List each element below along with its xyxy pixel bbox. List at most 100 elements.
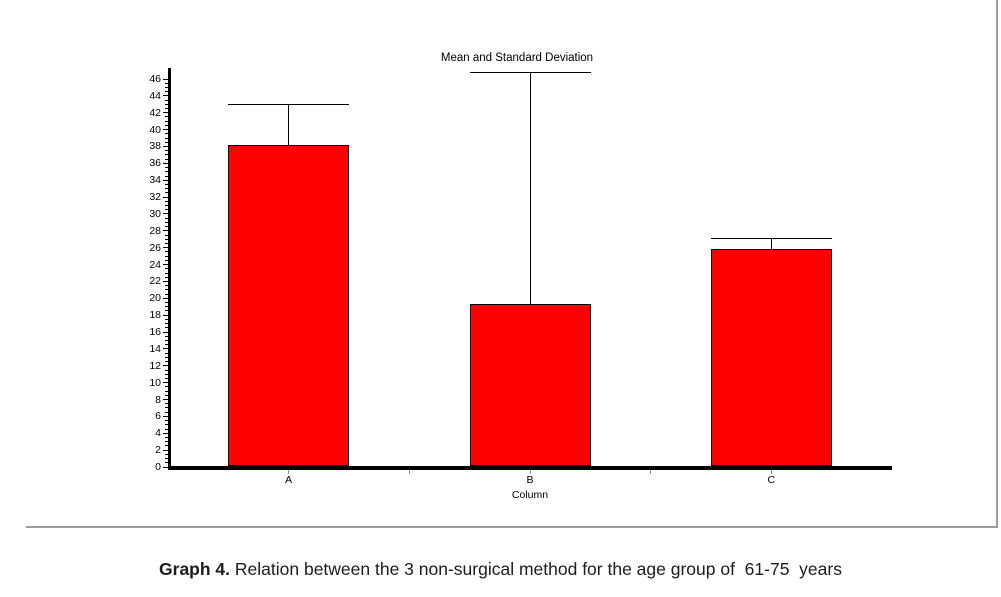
x-tick-label-a: A: [285, 474, 293, 486]
y-major-tick: [163, 449, 168, 451]
y-minor-tick: [165, 335, 168, 337]
x-axis-line: [168, 466, 892, 470]
y-major-tick: [163, 179, 168, 181]
y-tick-label: 22: [149, 275, 161, 288]
x-tick-label-c: C: [767, 474, 776, 486]
y-minor-tick: [165, 221, 168, 223]
y-tick-label: 0: [155, 461, 161, 473]
x-axis-tick: [529, 470, 531, 474]
y-minor-tick: [165, 268, 168, 270]
y-minor-tick: [165, 108, 168, 110]
y-major-tick: [163, 95, 168, 97]
y-minor-tick: [165, 373, 168, 375]
y-major-tick: [163, 365, 168, 367]
y-minor-tick: [165, 285, 168, 287]
y-minor-tick: [165, 462, 168, 464]
y-tick-label: 16: [149, 326, 161, 339]
y-minor-tick: [165, 167, 168, 169]
y-minor-tick: [165, 183, 168, 185]
y-major-tick: [163, 247, 168, 249]
y-minor-tick: [165, 352, 168, 354]
y-tick-label: 28: [149, 224, 161, 237]
y-tick-label: 46: [149, 73, 161, 85]
y-minor-tick: [165, 99, 168, 101]
y-minor-tick: [165, 441, 168, 443]
y-minor-tick: [165, 445, 168, 447]
page-bottom-divider-line: [26, 526, 998, 528]
y-minor-tick: [165, 259, 168, 261]
y-major-tick: [163, 466, 168, 468]
y-major-tick: [163, 314, 168, 316]
x-axis-tick: [288, 470, 290, 474]
y-minor-tick: [165, 428, 168, 430]
y-tick-label: 12: [149, 359, 161, 372]
y-tick-label: 42: [149, 106, 161, 119]
x-axis-tick: [770, 470, 772, 474]
y-minor-tick: [165, 188, 168, 190]
y-minor-tick: [165, 407, 168, 409]
y-minor-tick: [165, 209, 168, 211]
y-tick-label: 4: [155, 427, 161, 440]
bar-c: [710, 249, 832, 466]
y-major-tick: [163, 280, 168, 282]
y-tick-label: 38: [149, 140, 161, 153]
error-bar-cap: [228, 104, 350, 106]
y-minor-tick: [165, 171, 168, 173]
y-minor-tick: [165, 394, 168, 396]
y-minor-tick: [165, 318, 168, 320]
error-bar-cap: [710, 237, 832, 239]
y-minor-tick: [165, 420, 168, 422]
y-minor-tick: [165, 226, 168, 228]
y-minor-tick: [165, 424, 168, 426]
y-minor-tick: [165, 217, 168, 219]
y-minor-tick: [165, 411, 168, 413]
y-tick-label: 14: [149, 342, 161, 355]
error-bar-line: [288, 104, 290, 145]
y-minor-tick: [165, 377, 168, 379]
y-minor-tick: [165, 154, 168, 156]
y-minor-tick: [165, 344, 168, 346]
y-tick-label: 18: [149, 309, 161, 322]
y-major-tick: [163, 145, 168, 147]
y-major-tick: [163, 230, 168, 232]
y-minor-tick: [165, 124, 168, 126]
chart-title: Mean and Standard Deviation: [440, 52, 594, 64]
y-minor-tick: [165, 327, 168, 329]
y-major-tick: [163, 112, 168, 114]
y-minor-tick: [165, 133, 168, 135]
y-tick-label: 30: [149, 207, 161, 220]
y-minor-tick: [165, 120, 168, 122]
y-minor-tick: [165, 302, 168, 304]
caption-number: Graph 4.: [159, 559, 231, 579]
y-minor-tick: [165, 339, 168, 341]
y-minor-tick: [165, 251, 168, 253]
y-tick-label: 26: [149, 241, 161, 254]
x-axis-tick: [408, 470, 410, 474]
y-axis-line: [168, 68, 171, 470]
y-major-tick: [163, 213, 168, 215]
y-major-tick: [163, 432, 168, 434]
y-major-tick: [163, 162, 168, 164]
y-tick-label: 10: [149, 376, 161, 389]
y-tick-label: 44: [149, 89, 161, 102]
y-minor-tick: [165, 390, 168, 392]
y-major-tick: [163, 415, 168, 417]
y-minor-tick: [165, 141, 168, 143]
bar-b: [469, 304, 591, 466]
y-tick-label: 24: [149, 258, 161, 271]
y-minor-tick: [165, 458, 168, 460]
y-major-tick: [163, 382, 168, 384]
y-major-tick: [163, 297, 168, 299]
y-minor-tick: [165, 306, 168, 308]
y-minor-tick: [165, 116, 168, 118]
caption-text: Relation between the 3 non-surgical meth…: [230, 559, 842, 579]
y-minor-tick: [165, 137, 168, 139]
y-minor-tick: [165, 272, 168, 274]
y-major-tick: [163, 196, 168, 198]
y-minor-tick: [165, 91, 168, 93]
error-bar-line: [770, 237, 772, 250]
y-minor-tick: [165, 323, 168, 325]
y-minor-tick: [165, 158, 168, 160]
y-tick-label: 40: [149, 123, 161, 136]
